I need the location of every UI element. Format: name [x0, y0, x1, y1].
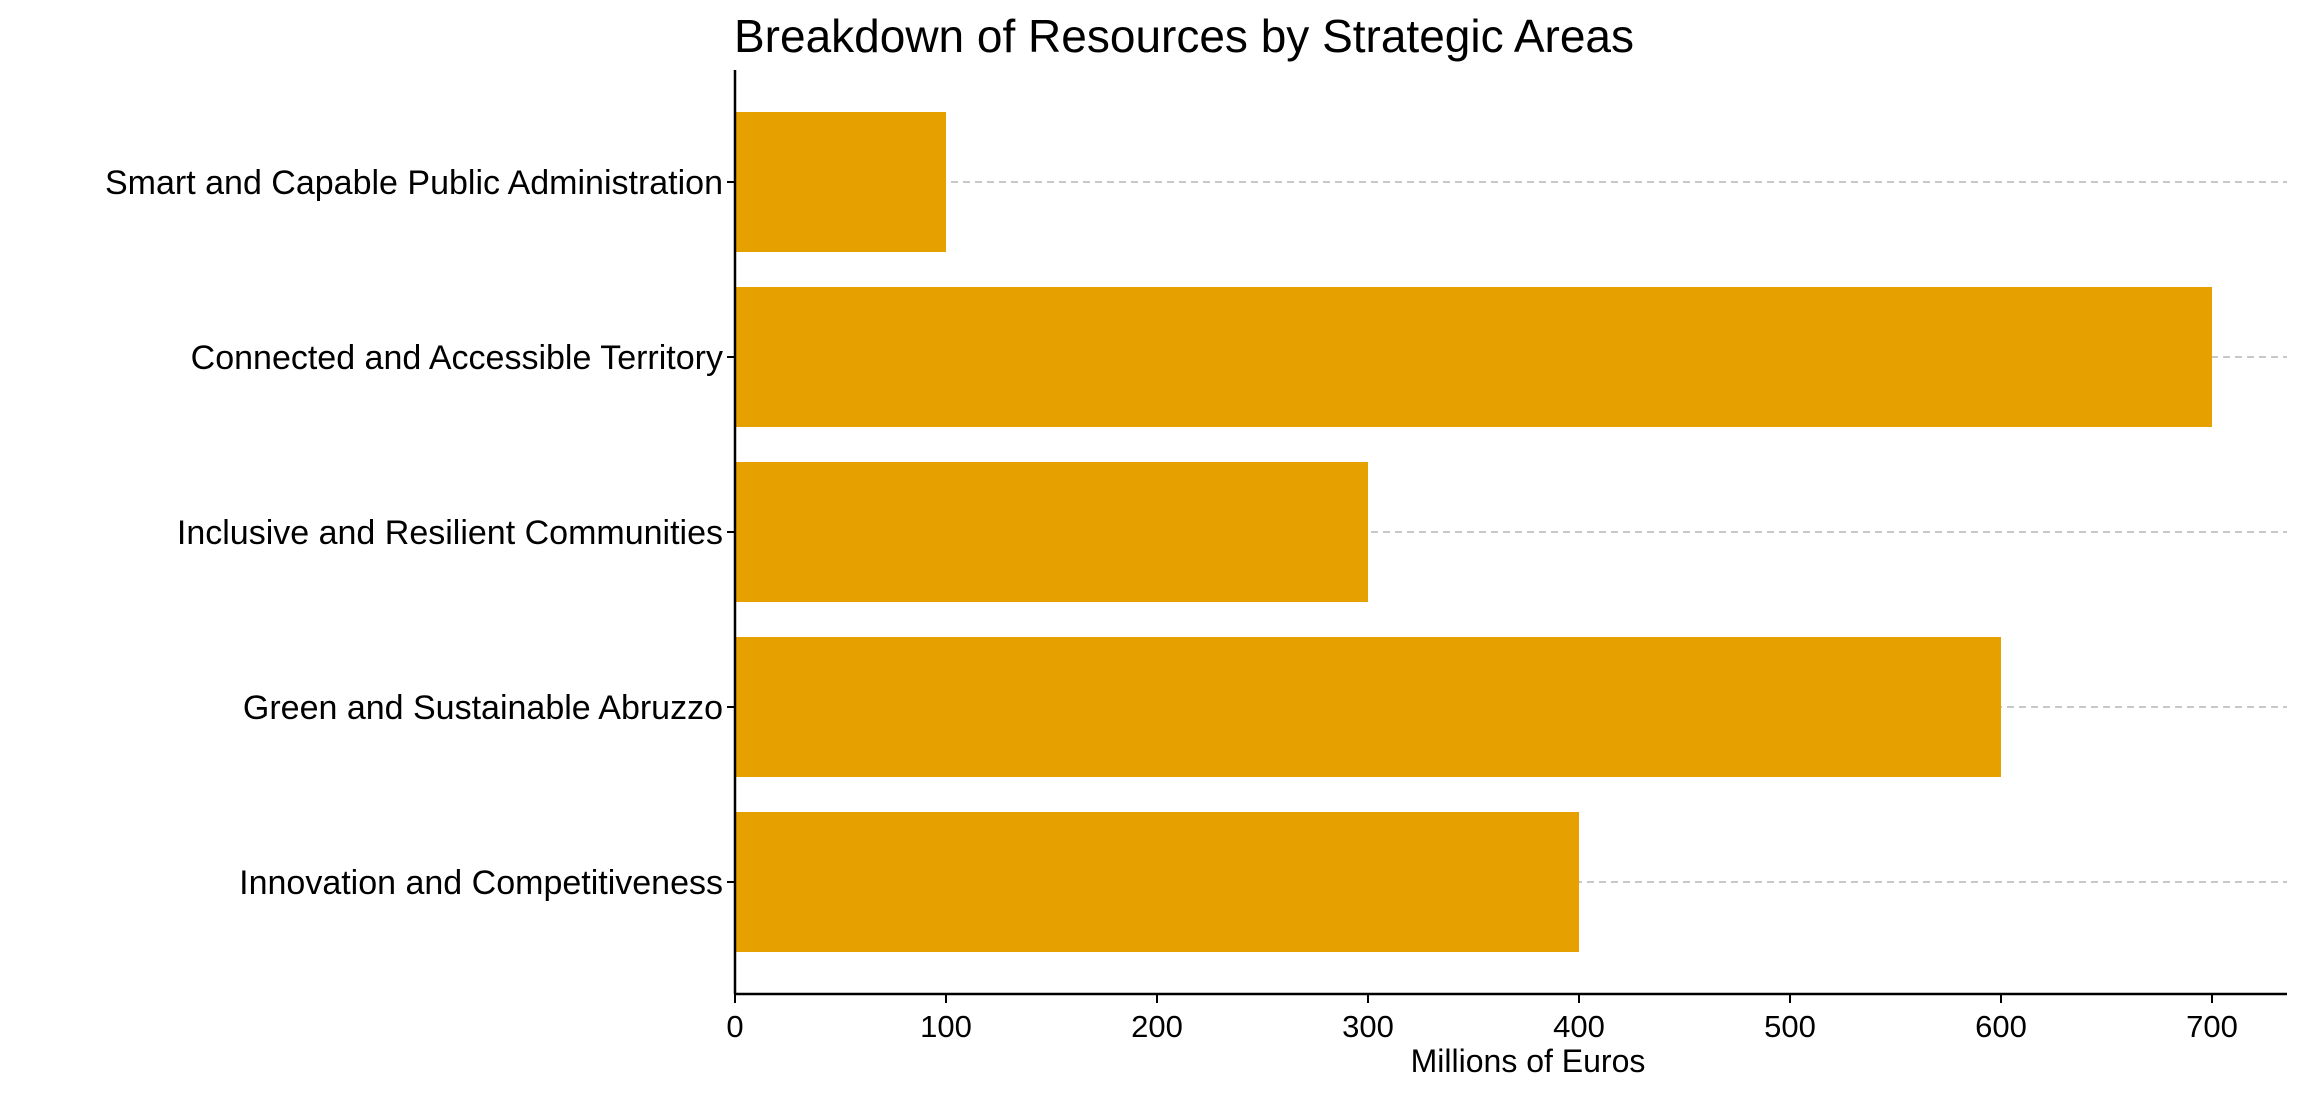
x-tick-label-200: 200 — [1131, 1009, 1183, 1044]
x-tick-label-0: 0 — [726, 1009, 743, 1044]
category-labels: Innovation and Competitiveness Green and … — [105, 164, 735, 902]
bar-smart-and-capable-public-administration — [735, 112, 946, 252]
bar-inclusive-and-resilient-communities — [735, 462, 1368, 602]
x-tick-label-700: 700 — [2186, 1009, 2238, 1044]
bar-connected-and-accessible-territory — [735, 287, 2212, 427]
category-label-smart-and-capable-public-administration: Smart and Capable Public Administration — [105, 164, 723, 202]
x-axis-title: Millions of Euros — [1411, 1043, 1646, 1079]
bars — [735, 112, 2212, 952]
x-tick-label-100: 100 — [920, 1009, 972, 1044]
bar-green-and-sustainable-abruzzo — [735, 637, 2001, 777]
x-tick-label-600: 600 — [1975, 1009, 2027, 1044]
x-ticks: 0 100 200 300 400 500 600 700 — [726, 994, 2238, 1044]
chart-title: Breakdown of Resources by Strategic Area… — [734, 10, 1634, 62]
category-label-innovation-and-competitiveness: Innovation and Competitiveness — [239, 864, 723, 902]
x-tick-label-300: 300 — [1342, 1009, 1394, 1044]
x-tick-label-400: 400 — [1553, 1009, 1605, 1044]
category-label-green-and-sustainable-abruzzo: Green and Sustainable Abruzzo — [243, 689, 723, 727]
category-label-connected-and-accessible-territory: Connected and Accessible Territory — [191, 339, 723, 377]
bar-innovation-and-competitiveness — [735, 812, 1579, 952]
x-tick-label-500: 500 — [1764, 1009, 1816, 1044]
category-label-inclusive-and-resilient-communities: Inclusive and Resilient Communities — [177, 514, 723, 552]
